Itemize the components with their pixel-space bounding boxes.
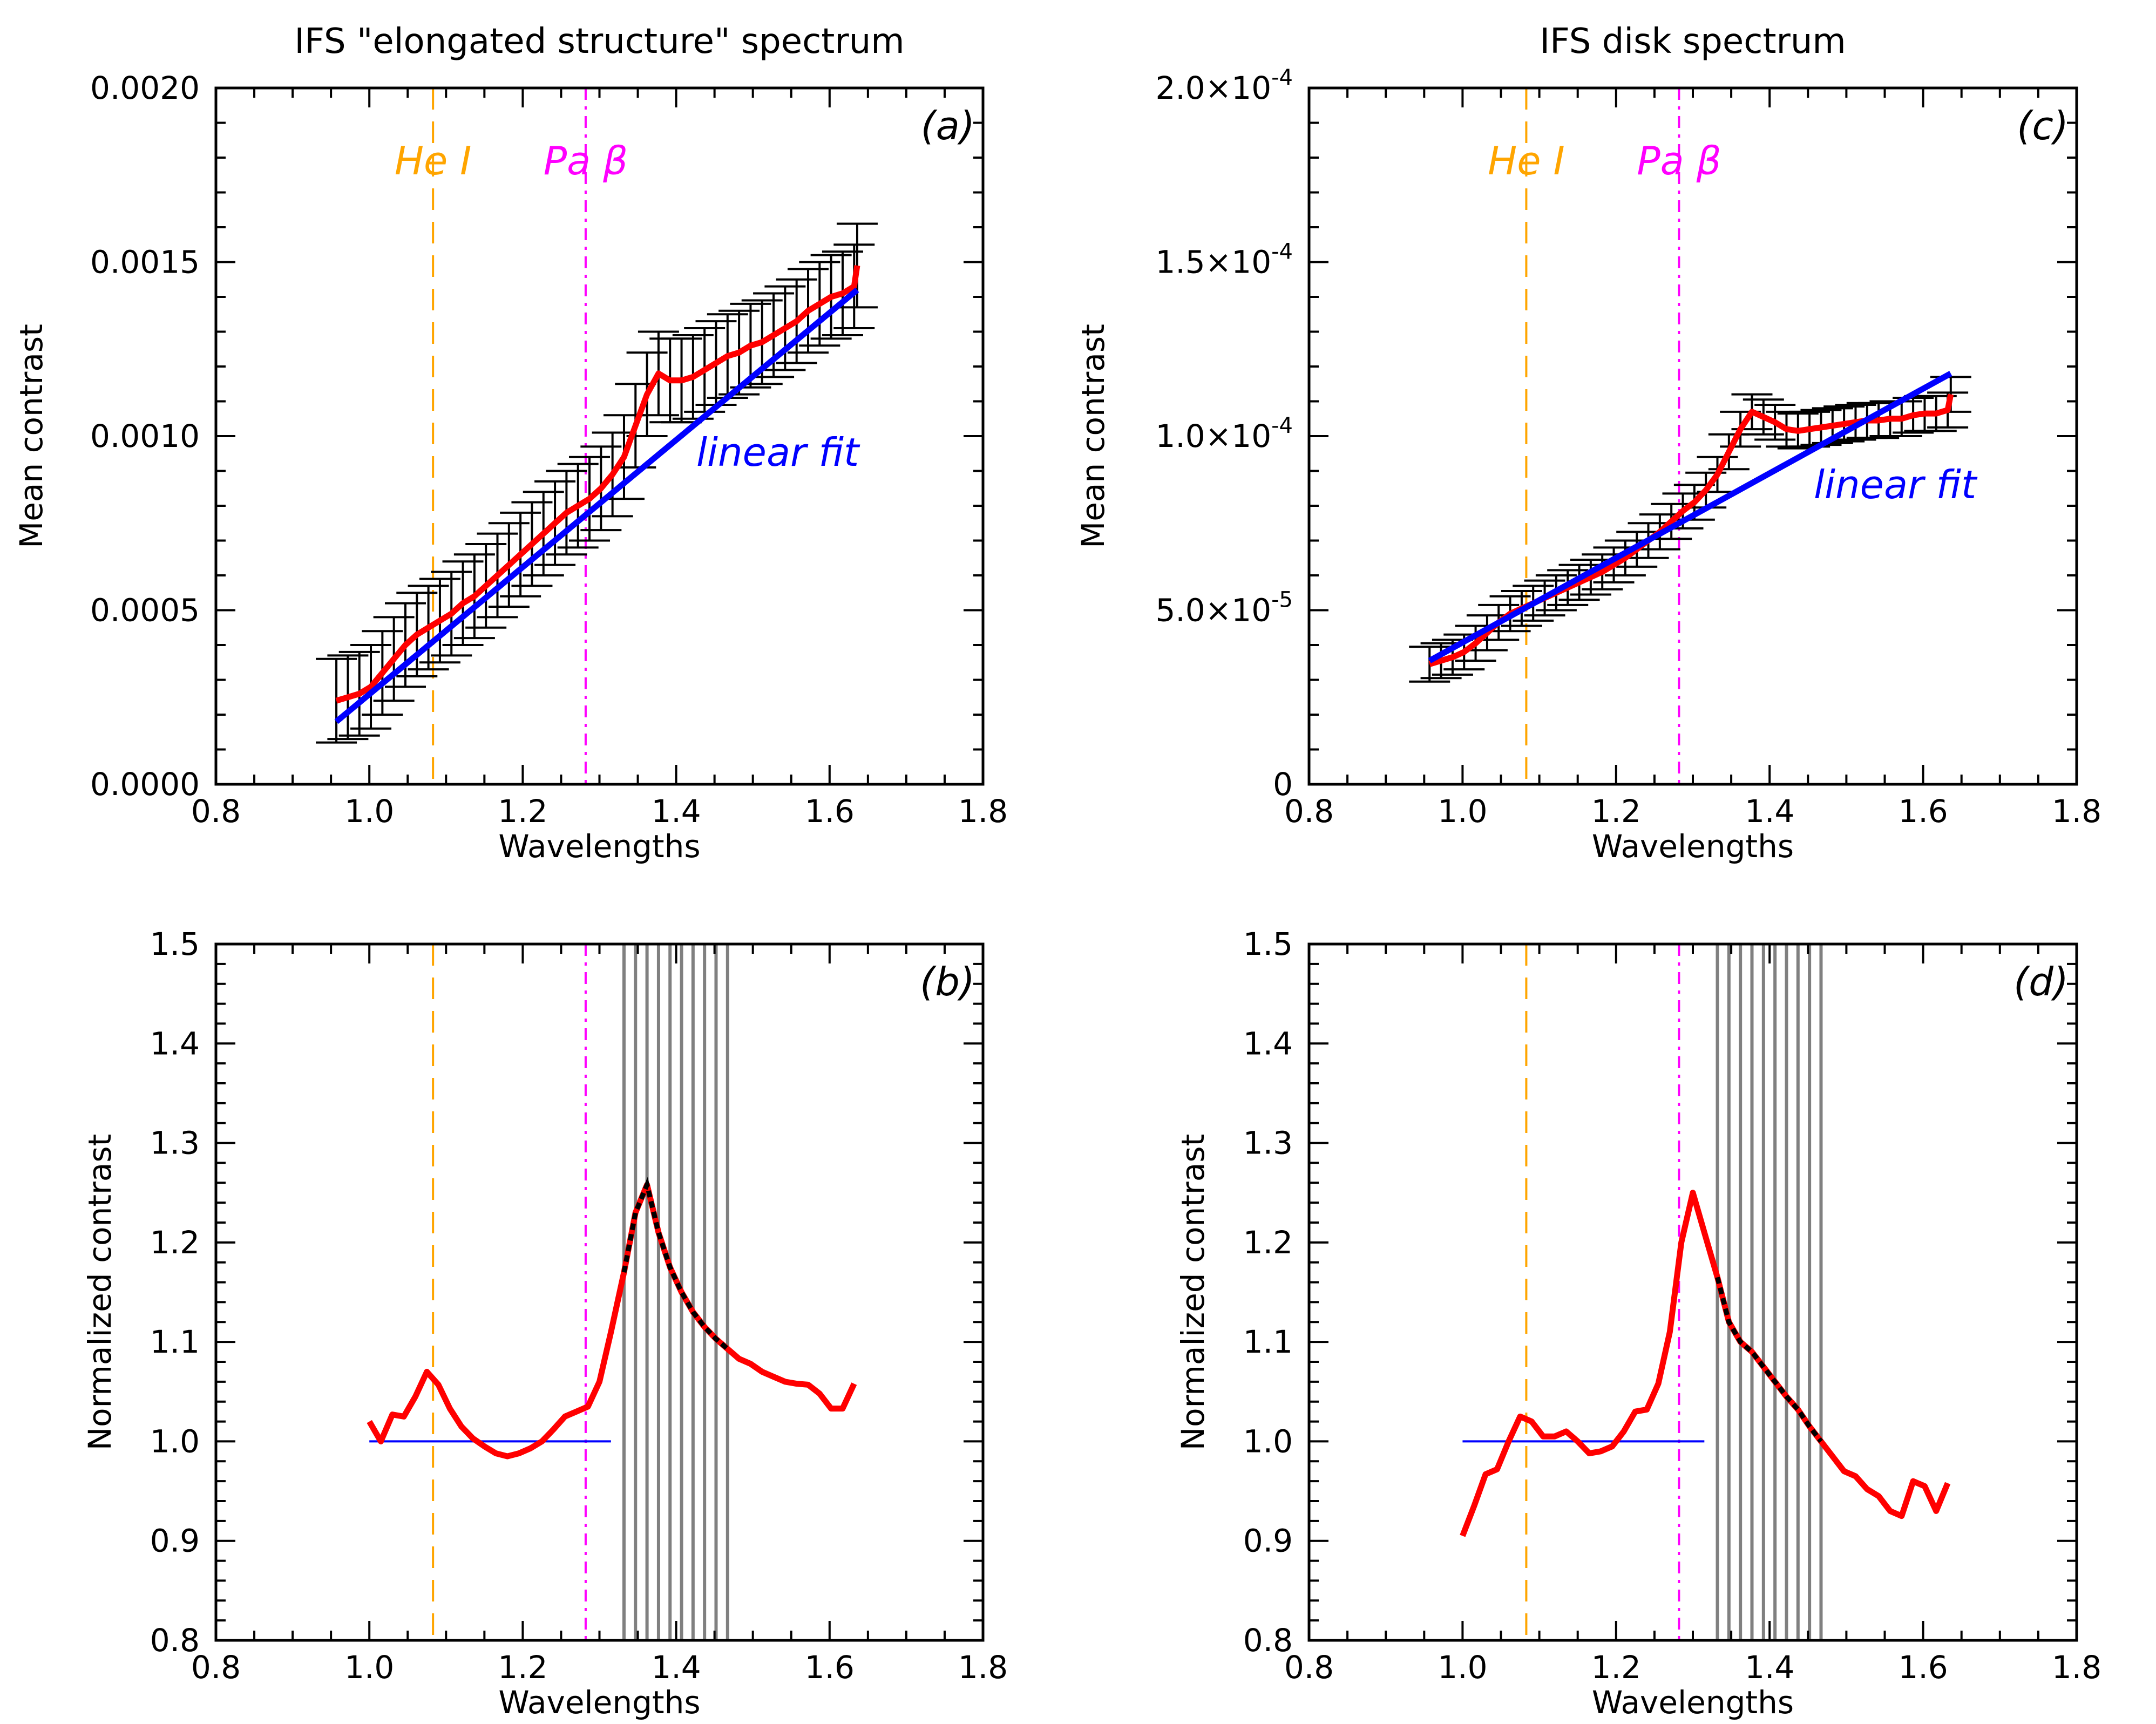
- y-tick-label: 0.0010: [90, 418, 200, 454]
- y-tick-label: 0.8: [150, 1622, 200, 1659]
- x-tick-label: 1.4: [651, 793, 701, 830]
- plot-frame: [214, 86, 985, 786]
- plot-area: [367, 944, 857, 1640]
- linear-fit-line: [334, 287, 859, 724]
- plot-area: [1409, 88, 1971, 784]
- y-axis-label: Normalized contrast: [82, 1134, 118, 1451]
- band-series-overlay: [1715, 1277, 1823, 1443]
- chart-panel-c: He I Pa β linear fit 0.8 1.0 1.2 1.4 1.6 1.8 0 5.0…: [1075, 22, 2101, 865]
- x-tick-label: 1.2: [498, 1649, 547, 1686]
- x-tick-label: 0.8: [1284, 793, 1334, 830]
- y-tick-label: 1.3: [1243, 1125, 1293, 1162]
- y-tick-label: 1.5: [150, 926, 200, 962]
- x-axis-label: Wavelengths: [1592, 828, 1794, 865]
- x-tick-label: 0.8: [191, 1649, 241, 1686]
- panel-label: (b): [920, 959, 975, 1004]
- panel-label: (d): [2013, 959, 2069, 1004]
- he-i-label: He I: [395, 138, 472, 184]
- y-tick-label-base: 5.0×10: [1155, 592, 1271, 629]
- y-tick-label: 1.0×10-4: [1155, 413, 1293, 454]
- x-tick-label: 1.8: [958, 1649, 1008, 1686]
- x-tick-label: 1.0: [344, 1649, 394, 1686]
- y-tick-label: 1.1: [150, 1323, 200, 1360]
- linear-fit-label: linear fit: [1814, 462, 1978, 507]
- y-tick-label: 1.2: [1243, 1224, 1293, 1261]
- x-axis-label: Wavelengths: [498, 828, 700, 865]
- y-tick-label: 0.8: [1243, 1622, 1293, 1659]
- panel-label: (c): [2017, 103, 2069, 148]
- linear-fit-line: [1428, 371, 1952, 663]
- x-tick-label: 1.6: [1898, 793, 1948, 830]
- y-tick-label-base: 0: [1273, 766, 1293, 803]
- y-tick-label: 1.5: [1243, 926, 1293, 962]
- plot-area: [316, 88, 878, 784]
- x-tick-label: 1.0: [1438, 1649, 1487, 1686]
- y-tick-label-exponent: -4: [1271, 413, 1293, 438]
- y-axis-label: Mean contrast: [13, 324, 50, 548]
- x-tick-label: 0.8: [1284, 1649, 1334, 1686]
- y-tick-label: 1.0: [150, 1423, 200, 1460]
- he-i-label: He I: [1488, 138, 1565, 184]
- x-tick-label: 1.4: [1745, 1649, 1794, 1686]
- x-tick-label: 1.6: [805, 793, 855, 830]
- x-tick-label: 1.0: [344, 793, 394, 830]
- y-tick-label: 0.0000: [90, 766, 200, 803]
- y-tick-label: 1.4: [1243, 1025, 1293, 1062]
- y-axis-label: Mean contrast: [1075, 324, 1111, 548]
- y-axis-label: Normalized contrast: [1175, 1134, 1211, 1451]
- y-tick-label: 0.9: [1243, 1523, 1293, 1559]
- y-tick-label-exponent: -4: [1271, 240, 1293, 264]
- panel-label: (a): [921, 103, 975, 148]
- x-tick-label: 1.6: [805, 1649, 855, 1686]
- plot-area: [1460, 944, 1951, 1640]
- x-axis-label: Wavelengths: [498, 1684, 700, 1721]
- y-tick-label-base: 2.0×10: [1155, 70, 1271, 106]
- x-tick-label: 1.2: [1591, 1649, 1641, 1686]
- y-tick-label: 0.9: [150, 1523, 200, 1559]
- pa-beta-label: Pa β: [1637, 138, 1721, 184]
- x-axis-label: Wavelengths: [1592, 1684, 1794, 1721]
- x-tick-label: 0.8: [191, 793, 241, 830]
- series-line: [335, 265, 860, 704]
- x-tick-label: 1.8: [958, 793, 1008, 830]
- x-tick-label: 1.4: [651, 1649, 701, 1686]
- y-tick-label: 1.4: [150, 1025, 200, 1062]
- x-tick-label: 1.2: [1591, 793, 1641, 830]
- x-tick-label: 1.0: [1438, 793, 1487, 830]
- x-tick-label: 1.8: [2052, 793, 2101, 830]
- y-tick-label: 1.5×10-4: [1155, 240, 1293, 281]
- y-tick-label: 5.0×10-5: [1155, 588, 1293, 629]
- x-tick-label: 1.4: [1745, 793, 1794, 830]
- band-series-overlay: [621, 1177, 729, 1351]
- y-tick-label: 0: [1273, 766, 1293, 803]
- series-line: [1460, 1190, 1951, 1537]
- y-tick-label: 0.0020: [90, 70, 200, 106]
- y-tick-label-base: 1.5×10: [1155, 244, 1271, 281]
- chart-title: IFS "elongated structure" spectrum: [294, 22, 904, 62]
- y-tick-label: 2.0×10-4: [1155, 65, 1293, 106]
- chart-panel-d: 0.8 1.0 1.2 1.4 1.6 1.8 0.8 0.9 1.0 1.1 1.2 1.3 1.4 1…: [1175, 926, 2101, 1721]
- y-tick-label: 1.0: [1243, 1423, 1293, 1460]
- y-tick-label-base: 1.0×10: [1155, 418, 1271, 454]
- plot-frame: [214, 942, 985, 1642]
- series-line: [367, 1182, 857, 1460]
- y-tick-label: 1.2: [150, 1224, 200, 1261]
- y-tick-label: 0.0015: [90, 244, 200, 281]
- chart-title: IFS disk spectrum: [1540, 22, 1846, 62]
- x-tick-label: 1.6: [1898, 1649, 1948, 1686]
- plot-frame: [1307, 942, 2078, 1642]
- x-tick-label: 1.8: [2052, 1649, 2101, 1686]
- y-tick-label: 1.1: [1243, 1323, 1293, 1360]
- pa-beta-label: Pa β: [544, 138, 628, 184]
- chart-panel-b: 0.8 1.0 1.2 1.4 1.6 1.8 0.8 0.9 1.0 1.1 1.2 1.3 1.4 1…: [82, 926, 1008, 1721]
- x-tick-label: 1.2: [498, 793, 547, 830]
- plot-frame: [1307, 86, 2078, 786]
- y-tick-label-exponent: -4: [1271, 65, 1293, 90]
- linear-fit-label: linear fit: [696, 430, 860, 475]
- y-tick-label-exponent: -5: [1271, 588, 1293, 613]
- chart-panel-a: He I Pa β linear fit 0.8 1.0 1.2 1.4 1.6 1.8 0.00…: [13, 22, 1008, 865]
- y-tick-label: 0.0005: [90, 592, 200, 629]
- y-tick-label: 1.3: [150, 1125, 200, 1162]
